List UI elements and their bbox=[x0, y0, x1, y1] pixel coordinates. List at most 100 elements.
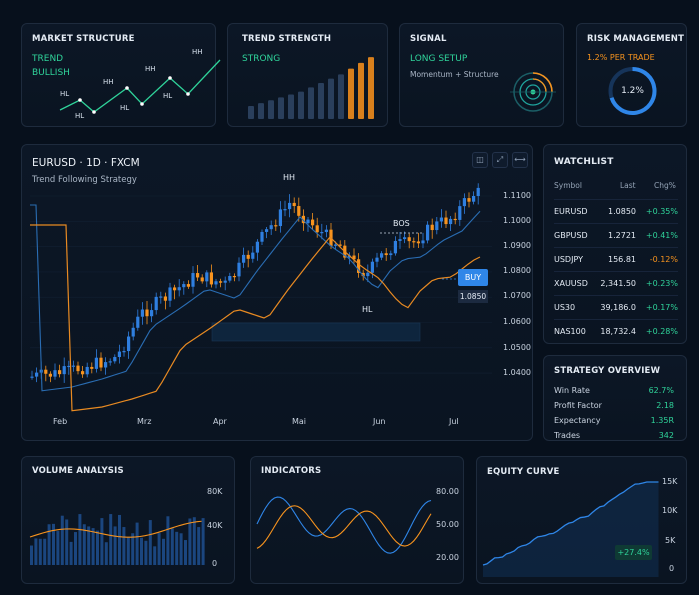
volume-bar bbox=[52, 523, 55, 565]
ms-label-hh-2: HH bbox=[145, 65, 156, 73]
volume-bar bbox=[153, 546, 157, 565]
watchlist-row[interactable]: US30 39,186.0 +0.17% bbox=[554, 295, 678, 319]
candle-body bbox=[30, 376, 34, 378]
volume-bar bbox=[100, 518, 104, 565]
wl-last: 1.2721 bbox=[608, 231, 636, 240]
ind-tick-80: 80.00 bbox=[436, 487, 459, 496]
candle-body bbox=[163, 296, 167, 301]
watchlist-row[interactable]: XAUUSD 2,341.50 +0.23% bbox=[554, 271, 678, 295]
candle-body bbox=[347, 255, 351, 258]
volume-bar bbox=[65, 519, 69, 565]
risk-gauge-fill bbox=[609, 67, 657, 115]
buy-button[interactable]: BUY bbox=[458, 269, 488, 286]
link-icon[interactable]: ⟷ bbox=[512, 152, 528, 168]
risk-per-trade: 1.2% PER TRADE bbox=[587, 53, 655, 62]
candle-body bbox=[150, 310, 154, 317]
month-feb: Feb bbox=[53, 417, 68, 426]
camera-icon[interactable]: ◫ bbox=[472, 152, 488, 168]
expand-icon[interactable]: ⤢ bbox=[492, 152, 508, 168]
volume-bar bbox=[140, 537, 143, 565]
trend-label: TREND bbox=[32, 54, 64, 64]
candle-body bbox=[48, 373, 52, 377]
strength-bar bbox=[258, 103, 264, 119]
candle-body bbox=[186, 284, 190, 287]
candle-body bbox=[380, 253, 384, 258]
watchlist-row[interactable]: GBPUSD 1.2721 +0.41% bbox=[554, 223, 678, 247]
volume-bar bbox=[131, 533, 135, 565]
so-value: 62.7% bbox=[648, 386, 674, 395]
signal-sub: Momentum + Structure bbox=[410, 70, 499, 79]
chart-strategy-subtitle: Trend Following Strategy bbox=[32, 175, 137, 185]
candle-body bbox=[375, 257, 379, 262]
wl-symbol: USDJPY bbox=[554, 255, 583, 264]
volume-bar bbox=[188, 518, 192, 565]
ema-fast-line bbox=[30, 204, 481, 392]
candle-body bbox=[467, 198, 471, 202]
wl-chg: +0.28% bbox=[645, 327, 678, 336]
volume-bar bbox=[56, 531, 60, 565]
price-tick-3: 1.0900 bbox=[503, 241, 531, 250]
candle-body bbox=[338, 244, 342, 246]
strength-bar bbox=[358, 62, 364, 119]
chart-hh-label: HH bbox=[283, 173, 296, 182]
candle-body bbox=[242, 254, 246, 263]
risk-title: RISK MANAGEMENT bbox=[587, 34, 685, 44]
price-tick-8: 1.0400 bbox=[503, 368, 531, 377]
watchlist-row[interactable]: EURUSD 1.0850 +0.35% bbox=[554, 199, 678, 223]
volume-bar bbox=[96, 530, 99, 565]
candle-body bbox=[297, 206, 301, 216]
volume-bar bbox=[34, 538, 38, 565]
candle-body bbox=[370, 261, 374, 273]
equity-area bbox=[483, 482, 659, 577]
strength-bar bbox=[338, 74, 344, 119]
market-structure-panel: MARKET STRUCTURE TREND BULLISH HL HL HH … bbox=[21, 23, 221, 127]
watchlist-row[interactable]: USDJPY 156.81 -0.12% bbox=[554, 247, 678, 271]
volume-bar bbox=[30, 545, 33, 565]
candle-body bbox=[426, 224, 430, 241]
indicators-title: INDICATORS bbox=[261, 466, 322, 476]
volume-bar bbox=[60, 515, 64, 565]
candle-body bbox=[67, 365, 71, 368]
candle-body bbox=[182, 284, 186, 288]
indicator-lines bbox=[256, 496, 432, 554]
ema-slow-line bbox=[30, 224, 481, 412]
strategy-overview-title: STRATEGY OVERVIEW bbox=[554, 366, 661, 376]
candle-body bbox=[306, 219, 310, 224]
wl-symbol: GBPUSD bbox=[554, 231, 588, 240]
so-label: Expectancy bbox=[554, 416, 601, 425]
wl-symbol: XAUUSD bbox=[554, 279, 588, 288]
volume-bar bbox=[122, 527, 126, 565]
candle-body bbox=[76, 365, 80, 372]
volume-bar bbox=[91, 528, 95, 565]
candle-body bbox=[58, 370, 62, 375]
so-label: Profit Factor bbox=[554, 401, 602, 410]
candle-body bbox=[444, 217, 448, 225]
wl-chg: +0.23% bbox=[645, 279, 678, 288]
candle-body bbox=[85, 366, 89, 375]
indicator-line-blue bbox=[256, 496, 432, 554]
candlestick-chart[interactable] bbox=[22, 145, 534, 442]
volume-bar bbox=[144, 540, 148, 565]
wl-symbol: EURUSD bbox=[554, 207, 588, 216]
candle-body bbox=[177, 287, 181, 291]
price-tick-7: 1.0500 bbox=[503, 343, 531, 352]
candle-body bbox=[122, 351, 126, 353]
eq-tick-15k: 15K bbox=[662, 477, 678, 486]
volume-bar bbox=[78, 514, 82, 565]
volume-bar bbox=[47, 524, 51, 565]
candle-body bbox=[398, 239, 402, 241]
candle-body bbox=[173, 287, 177, 291]
month-jul: Jul bbox=[449, 417, 459, 426]
ms-label-hh-3: HH bbox=[192, 48, 203, 56]
structure-zigzag bbox=[59, 59, 221, 114]
volume-bar bbox=[170, 528, 174, 565]
volume-bar bbox=[38, 538, 42, 565]
signal-title: SIGNAL bbox=[410, 34, 447, 44]
candle-body bbox=[90, 366, 94, 369]
ind-tick-50: 50.00 bbox=[436, 520, 459, 529]
wl-chg: +0.35% bbox=[645, 207, 678, 216]
candle-body bbox=[301, 215, 305, 224]
ms-label-hl-4: HL bbox=[163, 92, 173, 100]
watchlist-row[interactable]: NAS100 18,732.4 +0.28% bbox=[554, 319, 678, 343]
eq-tick-10k: 10K bbox=[662, 506, 678, 515]
